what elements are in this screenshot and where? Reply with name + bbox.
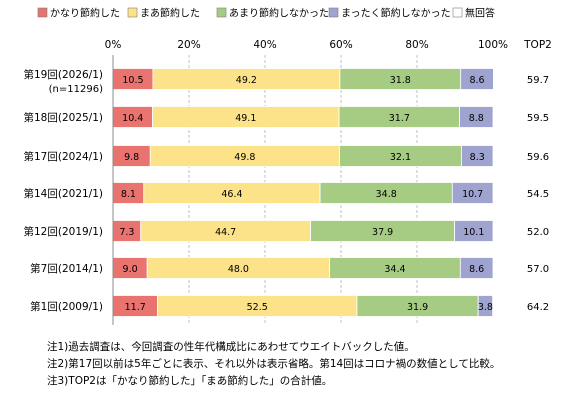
category-label: 第17回(2024/1): [24, 150, 104, 163]
data-label: 10.1: [463, 227, 484, 238]
x-tick-label: 60%: [329, 39, 352, 51]
legend-swatch-1: [37, 7, 48, 18]
data-label: 52.5: [247, 302, 268, 313]
data-label: 46.4: [221, 189, 242, 200]
bar-segment: [460, 68, 494, 90]
category-sublabel: (n=11296): [49, 84, 103, 95]
footnote-3: 注3)TOP2は「かなり節約した」「まあ節約した」の合計値。: [47, 375, 333, 387]
legend-swatch-3: [216, 7, 227, 18]
bar-segment: [459, 106, 494, 128]
legend-label-5: 無回答: [465, 7, 495, 20]
x-tick-label: 0%: [105, 39, 122, 51]
stacked-bar-chart: かなり節約した まあ節約した あまり節約しなかった まったく節約しなかった 無回答 0% 2…: [24, 7, 552, 325]
category-label: 第7回(2014/1): [30, 262, 103, 275]
legend-swatch-5: [452, 7, 463, 18]
data-label: 31.9: [407, 302, 428, 313]
data-label: 8.8: [469, 113, 484, 124]
data-label: 10.5: [122, 75, 143, 86]
x-tick-label: 80%: [405, 39, 428, 51]
category-label: 第12回(2019/1): [24, 225, 104, 238]
category-label: 第19回(2026/1): [24, 68, 104, 81]
top2-header: TOP2: [523, 39, 552, 51]
data-label: 31.7: [389, 113, 410, 124]
legend-swatch-2: [127, 7, 138, 18]
bar-segment: [451, 182, 494, 204]
top2-value: 57.0: [527, 264, 549, 275]
category-label: 第1回(2009/1): [30, 300, 103, 313]
bar-segment: [477, 295, 494, 317]
top2-value: 59.7: [527, 75, 549, 86]
legend-label-3: あまり節約しなかった: [229, 7, 329, 20]
footnote-1: 注1)過去調査は、今回調査の性年代構成比にあわせてウエイトバックした値。: [47, 341, 415, 353]
data-label: 10.7: [462, 189, 483, 200]
data-label: 7.3: [119, 227, 134, 238]
data-label: 32.1: [390, 152, 411, 163]
data-label: 9.8: [124, 152, 139, 163]
data-label: 34.4: [384, 264, 405, 275]
data-label: 34.8: [376, 189, 397, 200]
data-label: 49.2: [236, 75, 257, 86]
data-label: 8.6: [469, 264, 484, 275]
top2-value: 64.2: [527, 302, 549, 313]
top2-value: 59.5: [527, 113, 549, 124]
legend-label-2: まあ節約した: [140, 7, 200, 20]
data-label: 11.7: [125, 302, 146, 313]
data-label: 44.7: [215, 227, 236, 238]
data-label: 8.3: [470, 152, 485, 163]
footnote-2: 注2)第17回以前は5年ごとに表示、それ以外は表示省略。第14回はコロナ禍の数値…: [47, 358, 501, 370]
footnotes: 注1)過去調査は、今回調査の性年代構成比にあわせてウエイトバックした値。 注2)…: [47, 339, 500, 390]
x-tick-label: 100%: [478, 39, 508, 51]
bar-segment: [454, 220, 494, 242]
data-label: 49.8: [234, 152, 255, 163]
data-label: 10.4: [122, 113, 143, 124]
category-label: 第18回(2025/1): [24, 111, 104, 124]
top2-value: 52.0: [527, 227, 549, 238]
data-label: 3.8: [478, 302, 493, 313]
x-tick-label: 40%: [253, 39, 276, 51]
top2-value: 54.5: [527, 189, 549, 200]
category-label: 第14回(2021/1): [24, 187, 104, 200]
data-label: 37.9: [372, 227, 393, 238]
legend-swatch-4: [328, 7, 339, 18]
data-label: 49.1: [235, 113, 256, 124]
bar-segment: [459, 257, 494, 279]
data-label: 9.0: [123, 264, 138, 275]
x-tick-label: 20%: [177, 39, 200, 51]
top2-value: 59.6: [527, 152, 549, 163]
bar-segment: [461, 145, 494, 167]
data-label: 8.1: [121, 189, 136, 200]
data-label: 31.8: [390, 75, 411, 86]
legend-label-4: まったく節約しなかった: [341, 7, 451, 20]
data-label: 48.0: [228, 264, 249, 275]
legend-label-1: かなり節約した: [50, 7, 120, 20]
data-label: 8.6: [469, 75, 484, 86]
